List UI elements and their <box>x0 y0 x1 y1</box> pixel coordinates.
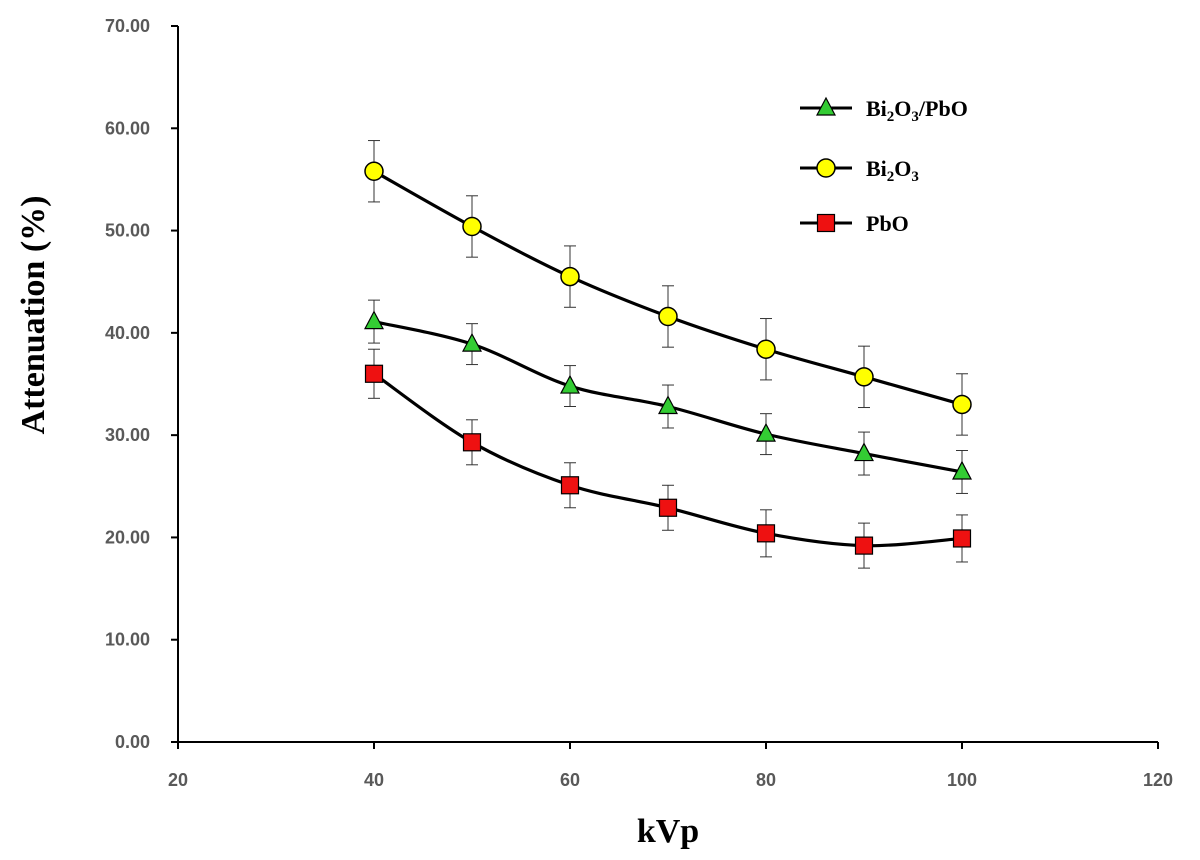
legend-label: Bi2O3/PbO <box>866 96 968 125</box>
data-point <box>854 442 874 462</box>
data-point <box>756 339 776 359</box>
data-point <box>658 306 678 327</box>
legend-label-part: O <box>894 156 911 181</box>
axes <box>177 26 1158 743</box>
legend-label-part: O <box>894 96 911 121</box>
data-point <box>560 374 580 394</box>
y-tick-label: 10.00 <box>105 630 150 650</box>
x-tick-label: 80 <box>756 770 776 790</box>
y-tick-label: 40.00 <box>105 323 150 343</box>
legend-label-part: 3 <box>911 109 919 125</box>
legend-label-part: PbO <box>866 211 909 236</box>
data-point <box>364 364 384 383</box>
data-point <box>756 524 776 543</box>
series-square <box>364 348 972 569</box>
data-point <box>560 476 580 495</box>
legend-label-part: 3 <box>911 169 919 185</box>
x-tick-label: 20 <box>168 770 188 790</box>
y-tick-label: 70.00 <box>105 16 150 36</box>
x-tick-label: 40 <box>364 770 384 790</box>
y-tick-label: 30.00 <box>105 425 150 445</box>
legend-label-part: 2 <box>887 169 895 185</box>
data-point <box>756 422 776 442</box>
legend-label-part: Bi <box>866 96 887 121</box>
data-point <box>462 433 482 452</box>
legend-item: Bi2O3 <box>800 156 919 185</box>
series-triangle <box>364 299 972 494</box>
legend-item: PbO <box>800 211 909 236</box>
legend-label-part: 2 <box>887 109 895 125</box>
tick-group: 0.00 10.00 20.00 30.00 40.00 50.00 60.00 70.00 2… <box>105 16 1173 790</box>
x-axis-title: kVp <box>637 813 699 850</box>
data-point <box>658 498 678 517</box>
y-tick-label: 0.00 <box>115 732 150 752</box>
data-point <box>462 332 482 352</box>
data-point <box>364 161 384 181</box>
legend-swatch-marker <box>816 96 836 116</box>
legend-label-part: Bi <box>866 156 887 181</box>
x-tick-label: 120 <box>1143 770 1173 790</box>
x-tick-label: 100 <box>947 770 977 790</box>
series-circle <box>364 140 972 436</box>
data-point <box>952 394 972 415</box>
y-tick-label: 60.00 <box>105 118 150 138</box>
series-layer <box>364 140 972 569</box>
legend-label: Bi2O3 <box>866 156 919 185</box>
data-point <box>952 529 972 548</box>
legend-swatch-marker <box>816 213 836 233</box>
y-axis-title: Attenuation (%) <box>15 196 52 435</box>
data-point <box>854 367 874 387</box>
data-point <box>560 266 580 287</box>
legend-label-part: /PbO <box>918 96 968 121</box>
legend-item: Bi2O3/PbO <box>800 96 968 125</box>
legend-label: PbO <box>866 211 909 236</box>
data-point <box>952 460 972 480</box>
x-tick-label: 60 <box>560 770 580 790</box>
data-point <box>854 536 874 555</box>
y-tick-label: 20.00 <box>105 527 150 547</box>
data-point <box>364 310 384 330</box>
y-tick-label: 50.00 <box>105 221 150 241</box>
legend-swatch-marker <box>816 158 836 178</box>
data-point <box>462 216 482 237</box>
data-point <box>658 395 678 415</box>
